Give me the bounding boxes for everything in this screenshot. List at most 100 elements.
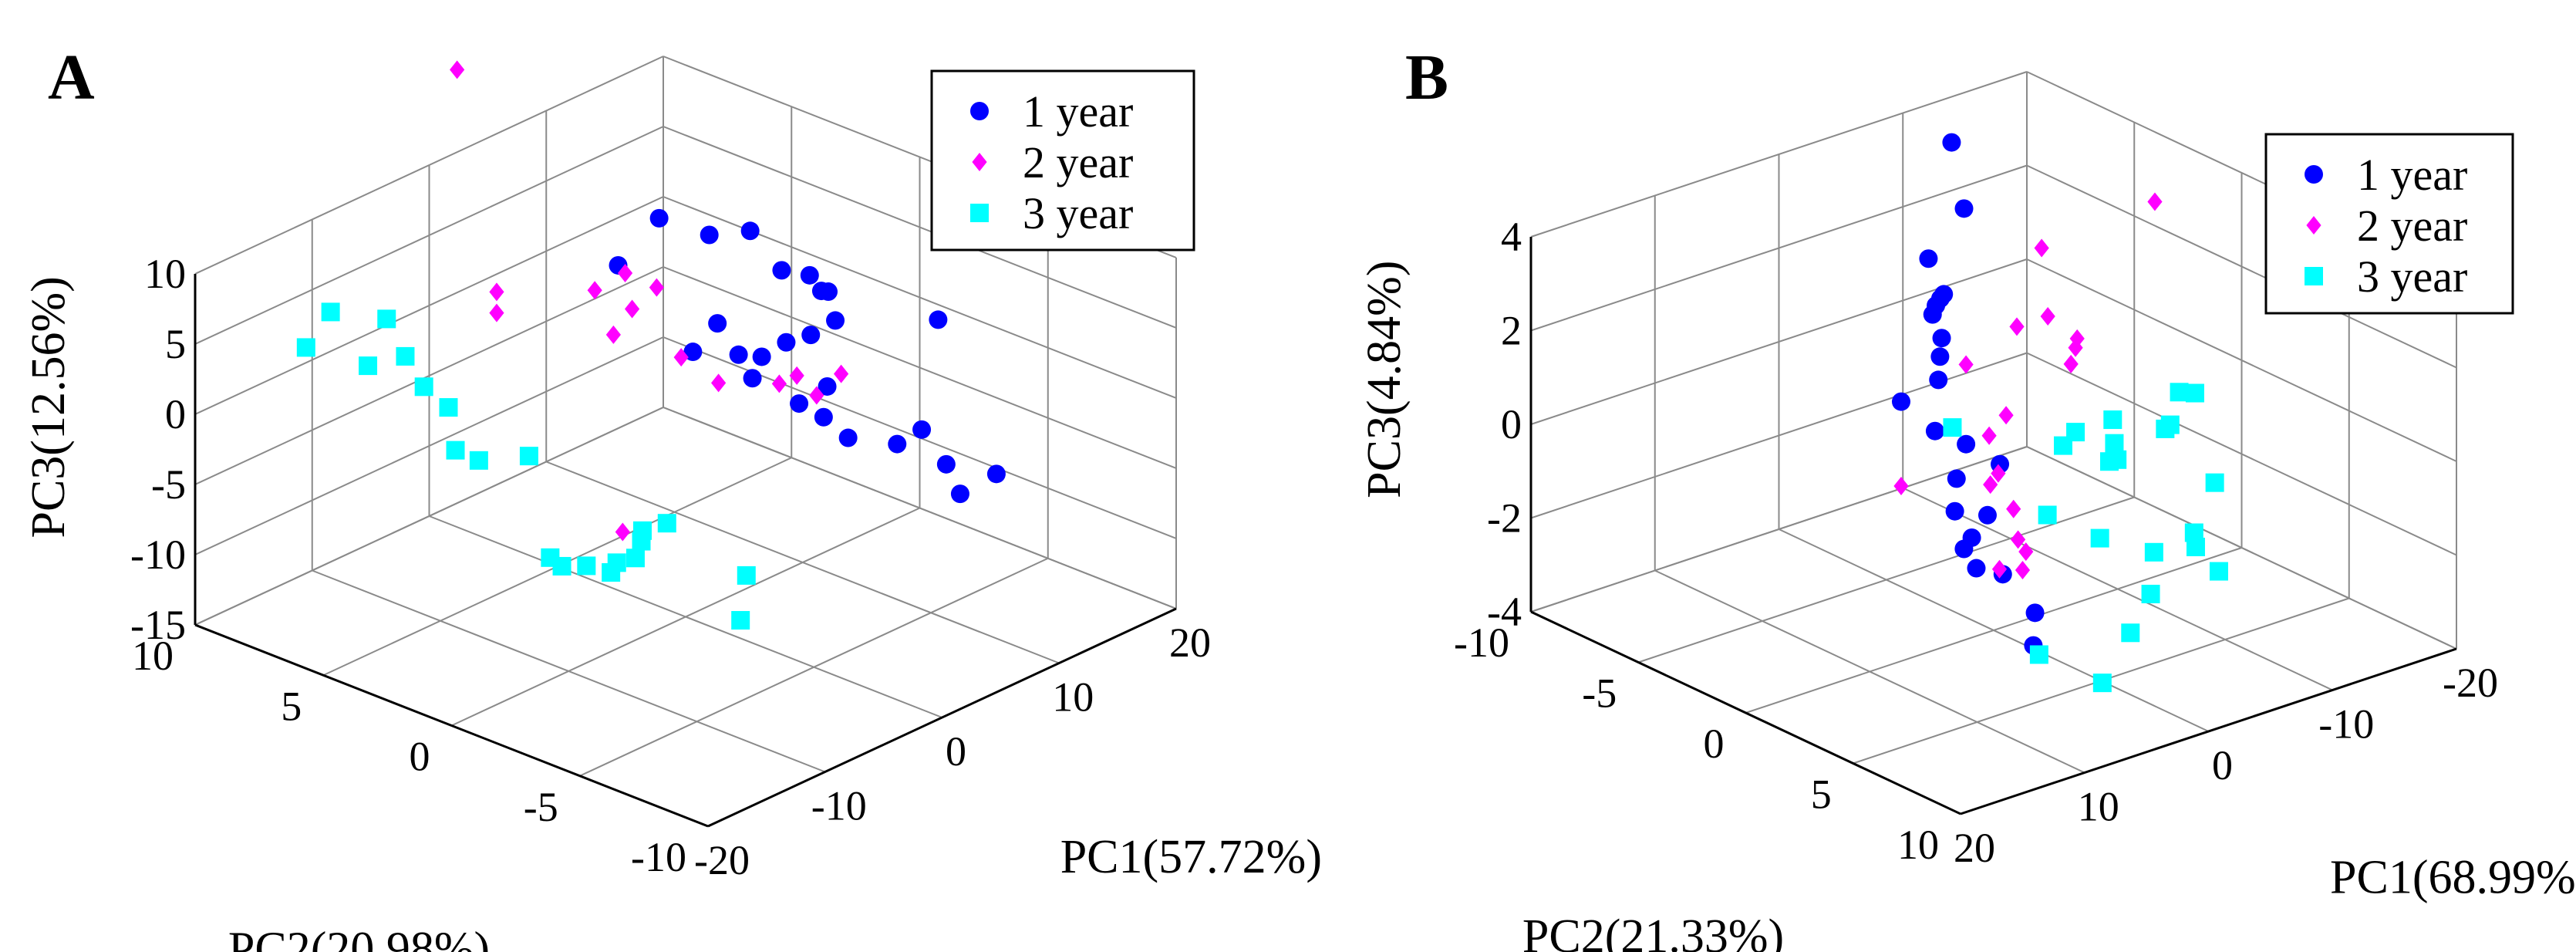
point-1-year	[801, 326, 821, 345]
panel-label: B	[1405, 42, 1448, 113]
legend-marker	[2305, 165, 2323, 184]
point-1-year	[743, 369, 762, 388]
x-axis-label: PC1(68.99%)	[2330, 851, 2576, 903]
z-tick-label: -5	[151, 461, 186, 508]
legend-marker	[2305, 267, 2323, 285]
x-tick-label: -20	[694, 837, 750, 883]
point-3-year	[2121, 623, 2140, 643]
point-1-year	[1930, 347, 1950, 366]
point-1-year	[929, 310, 948, 329]
point-1-year	[1932, 329, 1951, 348]
z-axis-label: PC3(4.84%)	[1358, 261, 1411, 498]
point-2-year	[617, 264, 633, 282]
point-2-year	[489, 303, 504, 322]
point-1-year	[888, 434, 907, 454]
point-3-year	[359, 356, 378, 376]
x-tick-label: -10	[811, 783, 867, 829]
point-1-year	[2025, 603, 2045, 623]
z-tick-label: 0	[1501, 401, 1522, 447]
point-3-year	[2205, 473, 2224, 492]
y-tick-label: 5	[1811, 771, 1832, 818]
legend-label: 1 year	[1023, 86, 1133, 137]
point-1-year	[1925, 421, 1944, 441]
y-tick-label: 0	[1704, 721, 1725, 767]
z-tick-label: 0	[165, 391, 186, 437]
panel-a: -20-1001020-10-50510-15-10-50510PC1(57.7…	[22, 42, 1322, 952]
x-tick-label: 0	[2212, 742, 2233, 788]
x-tick-label: 0	[946, 728, 966, 775]
point-3-year	[446, 441, 465, 460]
point-2-year	[2034, 238, 2049, 258]
x-tick-label: 10	[2078, 784, 2119, 830]
point-3-year	[2105, 434, 2124, 453]
point-1-year	[1892, 392, 1910, 411]
point-1-year	[1930, 289, 1950, 308]
point-2-year	[809, 386, 824, 405]
point-1-year	[790, 394, 809, 414]
point-1-year	[740, 221, 760, 241]
point-2-year	[1991, 559, 2008, 579]
point-3-year	[2103, 410, 2123, 430]
point-2-year	[587, 281, 602, 300]
legend-label: 3 year	[1023, 188, 1133, 238]
point-1-year	[950, 484, 969, 504]
x-tick-label: -20	[2443, 660, 2498, 706]
point-3-year	[1943, 418, 1962, 437]
point-2-year	[834, 364, 849, 383]
point-1-year	[986, 464, 1006, 484]
point-3-year	[377, 309, 396, 329]
y-axis-label: PC2(21.33%)	[1522, 910, 1784, 952]
y-tick-label: -10	[1454, 619, 1509, 666]
point-2-year	[2068, 338, 2083, 357]
x-tick-label: 10	[1052, 674, 1094, 721]
y-tick-label: 10	[1897, 822, 1939, 868]
point-3-year	[2029, 645, 2048, 664]
point-3-year	[2144, 542, 2163, 562]
y-tick-label: -10	[631, 834, 686, 880]
point-1-year	[700, 225, 719, 245]
point-1-year	[811, 282, 831, 301]
panel-label: A	[48, 42, 95, 113]
point-1-year	[1978, 505, 1997, 525]
point-3-year	[625, 549, 645, 568]
z-tick-label: -4	[1487, 589, 1522, 635]
point-2-year	[1991, 464, 2006, 483]
point-3-year	[577, 556, 596, 576]
point-1-year	[1942, 133, 1961, 152]
point-1-year	[1957, 434, 1976, 454]
point-1-year	[708, 314, 727, 333]
point-3-year	[2186, 537, 2205, 556]
point-1-year	[1947, 469, 1966, 488]
point-2-year	[789, 366, 804, 385]
point-1-year	[683, 343, 703, 362]
z-axis-label: PC3(12.56%)	[22, 276, 75, 538]
point-3-year	[296, 338, 315, 357]
axis-lines	[194, 274, 1177, 828]
point-3-year	[414, 377, 433, 397]
legend-label: 2 year	[1023, 137, 1133, 187]
z-tick-label: 2	[1501, 308, 1522, 354]
y-axis-label: PC2(20.98%)	[228, 923, 490, 952]
point-2-year	[450, 60, 465, 79]
z-tick-label: -10	[130, 532, 186, 578]
point-3-year	[632, 521, 652, 540]
point-2-year	[625, 299, 640, 319]
z-tick-label: 5	[165, 321, 186, 367]
x-tick-label: -10	[2318, 701, 2374, 748]
point-3-year	[519, 447, 538, 466]
point-3-year	[2066, 423, 2085, 442]
point-2-year	[649, 278, 664, 297]
z-tick-label: -2	[1487, 495, 1522, 542]
point-3-year	[552, 556, 572, 576]
data-points	[1892, 133, 2228, 693]
legend-marker	[970, 102, 989, 120]
point-2-year	[2147, 192, 2163, 211]
point-1-year	[729, 345, 748, 364]
point-1-year	[1923, 305, 1942, 324]
point-1-year	[1919, 249, 1938, 268]
